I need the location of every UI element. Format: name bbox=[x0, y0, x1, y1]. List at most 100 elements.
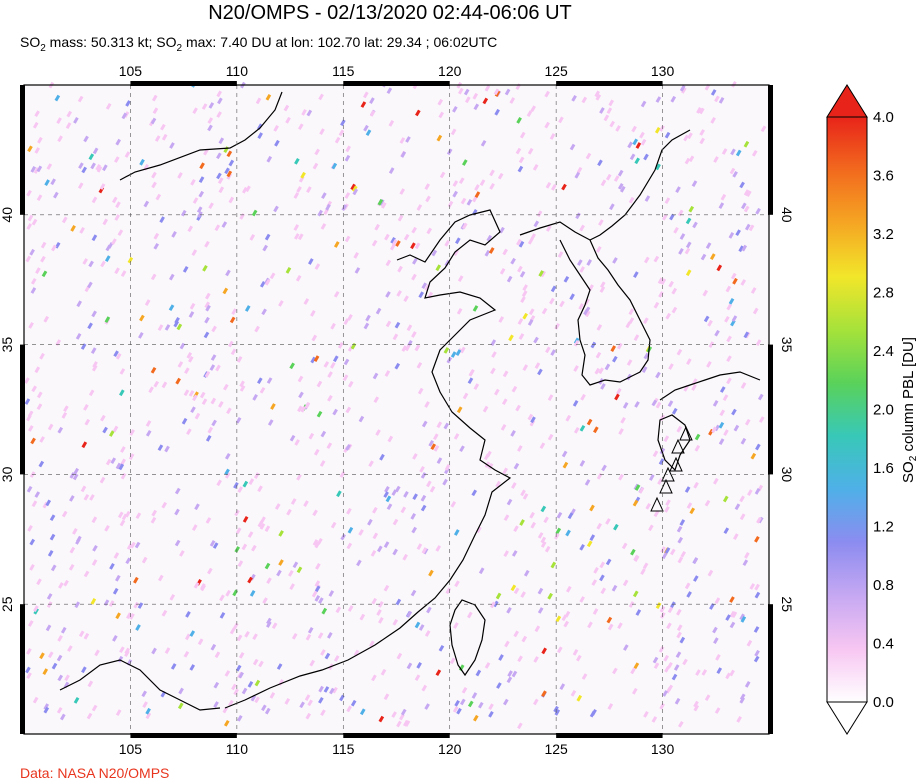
so2-pixel bbox=[168, 273, 175, 281]
so2-pixel bbox=[695, 669, 701, 676]
so2-pixel bbox=[43, 315, 50, 323]
so2-pixel bbox=[207, 567, 213, 575]
so2-pixel bbox=[533, 336, 539, 344]
so2-pixel bbox=[50, 564, 57, 572]
so2-pixel bbox=[594, 367, 601, 375]
so2-pixel bbox=[460, 197, 467, 205]
so2-pixel bbox=[273, 205, 279, 213]
so2-pixel bbox=[150, 516, 157, 524]
so2-pixel bbox=[383, 584, 390, 592]
so2-pixel bbox=[540, 536, 547, 544]
so2-pixel bbox=[462, 222, 468, 230]
so2-pixel bbox=[479, 179, 486, 186]
frame-bar bbox=[343, 733, 450, 738]
so2-pixel bbox=[503, 698, 509, 706]
so2-pixel bbox=[653, 662, 660, 670]
so2-pixel bbox=[213, 681, 220, 689]
so2-pixel bbox=[179, 342, 186, 350]
so2-pixel bbox=[278, 559, 284, 566]
so2-pixel bbox=[736, 716, 742, 723]
so2-pixel bbox=[307, 626, 314, 634]
volcano-markers bbox=[650, 425, 693, 512]
so2-pixel bbox=[294, 157, 300, 165]
so2-pixel bbox=[76, 300, 82, 308]
so2-pixel bbox=[238, 651, 245, 659]
so2-pixel bbox=[400, 506, 407, 514]
so2-pixel bbox=[360, 101, 367, 108]
so2-pixel bbox=[679, 84, 686, 92]
so2-pixel bbox=[488, 710, 494, 718]
so2-pixel bbox=[229, 627, 236, 635]
so2-pixel bbox=[92, 544, 98, 552]
so2-pixel bbox=[744, 552, 750, 559]
so2-pixel bbox=[339, 471, 346, 478]
so2-pixel bbox=[521, 635, 528, 643]
so2-pixel bbox=[114, 267, 120, 275]
so2-pixel bbox=[208, 202, 214, 210]
so2-pixel bbox=[644, 256, 650, 264]
so2-pixel bbox=[36, 403, 43, 411]
so2-pixel bbox=[704, 499, 711, 507]
so2-pixel bbox=[24, 398, 31, 405]
so2-pixel bbox=[314, 595, 321, 602]
so2-pixel bbox=[375, 307, 382, 315]
so2-pixel bbox=[242, 516, 249, 523]
so2-pixel bbox=[521, 290, 528, 297]
so2-pixel bbox=[34, 366, 41, 374]
so2-pixel bbox=[223, 719, 230, 727]
so2-pixel bbox=[596, 324, 603, 331]
so2-pixel bbox=[591, 579, 598, 586]
so2-pixel bbox=[207, 117, 214, 124]
so2-pixel bbox=[471, 489, 478, 497]
so2-pixel bbox=[112, 425, 119, 433]
so2-pixel bbox=[703, 315, 710, 323]
so2-pixel bbox=[501, 398, 508, 406]
so2-pixel bbox=[258, 660, 264, 668]
so2-pixel bbox=[252, 394, 258, 401]
so2-pixel bbox=[396, 720, 402, 728]
so2-pixel bbox=[196, 206, 203, 214]
so2-pixel bbox=[203, 331, 210, 339]
so2-pixel bbox=[81, 166, 87, 174]
so2-pixel bbox=[138, 332, 144, 339]
so2-pixel bbox=[262, 244, 268, 252]
so2-pixel bbox=[66, 110, 73, 118]
so2-pixel bbox=[746, 190, 752, 198]
so2-pixel bbox=[426, 227, 433, 235]
so2-pixel bbox=[307, 699, 313, 707]
so2-pixel bbox=[456, 707, 462, 715]
so2-pixel bbox=[635, 609, 642, 616]
so2-pixel bbox=[241, 543, 248, 551]
so2-pixel bbox=[61, 216, 68, 224]
so2-pixel bbox=[151, 509, 158, 517]
so2-pixel bbox=[92, 147, 99, 155]
so2-pixel bbox=[414, 674, 421, 682]
so2-pixel bbox=[677, 536, 684, 544]
so2-pixel bbox=[139, 158, 145, 166]
so2-pixel bbox=[353, 649, 360, 657]
so2-pixel bbox=[130, 541, 136, 549]
so2-pixel bbox=[410, 513, 417, 520]
so2-pixel bbox=[278, 300, 284, 307]
so2-pixel bbox=[433, 433, 439, 441]
so2-pixel bbox=[377, 198, 384, 206]
so2-pixel bbox=[554, 533, 560, 540]
lat-tick-label: 35 bbox=[0, 337, 15, 353]
so2-pixel bbox=[318, 597, 324, 604]
so2-pixel bbox=[56, 654, 63, 662]
so2-pixel bbox=[551, 184, 557, 191]
so2-pixel bbox=[192, 394, 198, 402]
so2-pixel bbox=[639, 131, 645, 139]
frame-bar bbox=[130, 733, 237, 738]
so2-pixel bbox=[189, 630, 196, 637]
so2-pixel bbox=[43, 706, 50, 714]
so2-pixel bbox=[205, 304, 211, 312]
so2-pixel bbox=[372, 372, 379, 380]
so2-pixel bbox=[576, 694, 583, 702]
so2-pixel bbox=[573, 365, 579, 372]
frame-bar bbox=[20, 604, 25, 734]
so2-pixel bbox=[573, 426, 580, 434]
so2-pixel bbox=[404, 344, 411, 352]
so2-pixel bbox=[388, 120, 395, 127]
so2-pixel bbox=[53, 191, 59, 199]
